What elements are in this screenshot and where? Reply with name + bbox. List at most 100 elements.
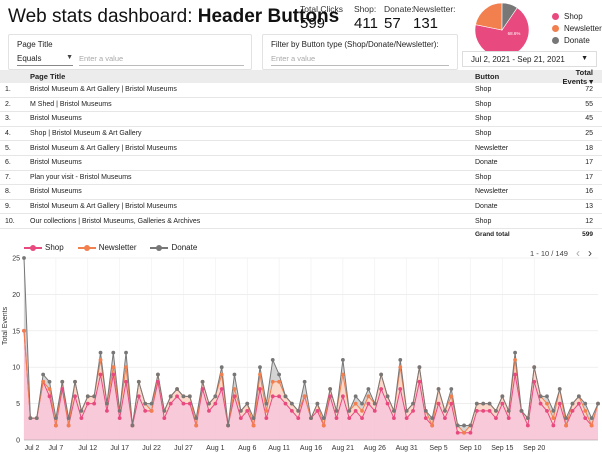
data-point-donate[interactable] bbox=[379, 372, 384, 377]
data-point-shop[interactable] bbox=[372, 408, 377, 413]
data-point-shop[interactable] bbox=[353, 408, 358, 413]
data-point-donate[interactable] bbox=[245, 401, 250, 406]
data-point-shop[interactable] bbox=[245, 408, 250, 413]
data-point-shop[interactable] bbox=[156, 379, 160, 384]
data-point-donate[interactable] bbox=[576, 394, 581, 399]
data-point-donate[interactable] bbox=[570, 401, 575, 406]
data-point-shop[interactable] bbox=[73, 394, 77, 399]
data-point-donate[interactable] bbox=[404, 408, 409, 413]
data-point-newsletter[interactable] bbox=[551, 416, 556, 421]
data-point-donate[interactable] bbox=[583, 401, 588, 406]
data-point-donate[interactable] bbox=[532, 365, 537, 370]
data-point-donate[interactable] bbox=[481, 401, 486, 406]
data-point-shop[interactable] bbox=[79, 416, 84, 421]
data-point-donate[interactable] bbox=[264, 401, 269, 406]
data-point-donate[interactable] bbox=[340, 358, 345, 362]
data-point-donate[interactable] bbox=[564, 416, 569, 421]
data-point-donate[interactable] bbox=[238, 408, 243, 413]
data-point-newsletter[interactable] bbox=[430, 423, 435, 428]
data-point-newsletter[interactable] bbox=[321, 423, 326, 428]
data-point-newsletter[interactable] bbox=[22, 328, 26, 333]
header-button[interactable]: Button bbox=[475, 72, 500, 81]
data-point-shop[interactable] bbox=[449, 401, 454, 406]
data-point-shop[interactable] bbox=[417, 379, 422, 384]
data-point-shop[interactable] bbox=[136, 394, 141, 399]
data-point-donate[interactable] bbox=[443, 408, 447, 413]
data-point-donate[interactable] bbox=[315, 401, 320, 406]
data-point-donate[interactable] bbox=[462, 423, 466, 428]
data-point-donate[interactable] bbox=[392, 408, 396, 413]
data-point-shop[interactable] bbox=[570, 408, 575, 413]
data-point-newsletter[interactable] bbox=[41, 379, 46, 384]
data-point-donate[interactable] bbox=[589, 416, 594, 421]
data-point-donate[interactable] bbox=[487, 401, 492, 406]
data-point-newsletter[interactable] bbox=[589, 423, 594, 428]
data-point-donate[interactable] bbox=[105, 401, 109, 406]
table-row[interactable]: 8. Bristol Museums Newsletter 16 bbox=[0, 185, 602, 200]
data-point-shop[interactable] bbox=[258, 387, 262, 391]
data-point-donate[interactable] bbox=[302, 379, 307, 384]
data-point-shop[interactable] bbox=[366, 401, 371, 406]
data-point-donate[interactable] bbox=[513, 350, 517, 355]
data-point-shop[interactable] bbox=[200, 387, 205, 391]
data-point-shop[interactable] bbox=[379, 387, 384, 391]
data-point-newsletter[interactable] bbox=[270, 379, 275, 384]
data-point-newsletter[interactable] bbox=[513, 358, 517, 362]
data-point-donate[interactable] bbox=[200, 379, 205, 384]
data-point-donate[interactable] bbox=[596, 401, 600, 406]
data-point-newsletter[interactable] bbox=[53, 423, 58, 428]
data-point-donate[interactable] bbox=[296, 408, 301, 413]
data-point-shop[interactable] bbox=[583, 416, 588, 421]
data-point-newsletter[interactable] bbox=[149, 408, 154, 413]
table-row[interactable]: 9. Bristol Museum & Art Gallery | Bristol… bbox=[0, 200, 602, 215]
header-total-events[interactable]: Total Events ▾ bbox=[555, 68, 597, 86]
operator-select[interactable]: Equals ▼ bbox=[17, 54, 73, 66]
data-point-shop[interactable] bbox=[385, 401, 390, 406]
data-point-newsletter[interactable] bbox=[258, 372, 262, 377]
data-point-shop[interactable] bbox=[340, 394, 345, 399]
data-point-shop[interactable] bbox=[398, 387, 403, 391]
data-point-donate[interactable] bbox=[500, 394, 505, 399]
data-point-donate[interactable] bbox=[385, 394, 390, 399]
data-point-donate[interactable] bbox=[417, 365, 422, 370]
data-point-newsletter[interactable] bbox=[124, 365, 128, 370]
data-point-shop[interactable] bbox=[474, 408, 479, 413]
data-point-donate[interactable] bbox=[455, 423, 460, 428]
data-point-shop[interactable] bbox=[487, 408, 492, 413]
data-point-shop[interactable] bbox=[423, 416, 428, 421]
data-point-donate[interactable] bbox=[436, 387, 441, 391]
data-point-shop[interactable] bbox=[506, 416, 511, 421]
data-point-shop[interactable] bbox=[92, 401, 97, 406]
data-point-newsletter[interactable] bbox=[366, 394, 371, 399]
data-point-newsletter[interactable] bbox=[449, 394, 454, 399]
data-point-donate[interactable] bbox=[136, 379, 141, 384]
data-point-donate[interactable] bbox=[53, 416, 58, 421]
data-point-shop[interactable] bbox=[238, 416, 243, 421]
data-point-newsletter[interactable] bbox=[583, 408, 588, 413]
data-point-shop[interactable] bbox=[328, 394, 333, 399]
data-point-shop[interactable] bbox=[296, 416, 301, 421]
data-point-donate[interactable] bbox=[168, 394, 173, 399]
data-point-donate[interactable] bbox=[28, 416, 33, 421]
data-point-donate[interactable] bbox=[366, 387, 371, 391]
data-point-newsletter[interactable] bbox=[264, 408, 269, 413]
data-point-donate[interactable] bbox=[430, 416, 435, 421]
data-point-donate[interactable] bbox=[73, 379, 77, 384]
data-point-newsletter[interactable] bbox=[194, 423, 199, 428]
data-point-shop[interactable] bbox=[143, 408, 148, 413]
data-point-donate[interactable] bbox=[360, 401, 364, 406]
data-point-shop[interactable] bbox=[468, 430, 473, 435]
data-point-donate[interactable] bbox=[321, 416, 326, 421]
data-point-donate[interactable] bbox=[226, 423, 230, 428]
data-point-shop[interactable] bbox=[47, 394, 52, 399]
data-point-newsletter[interactable] bbox=[564, 423, 569, 428]
data-point-donate[interactable] bbox=[207, 401, 211, 406]
data-point-shop[interactable] bbox=[411, 408, 415, 413]
table-row[interactable]: 3. Bristol Museums Shop 45 bbox=[0, 112, 602, 127]
chevron-right-icon[interactable]: › bbox=[587, 246, 592, 260]
data-point-newsletter[interactable] bbox=[47, 387, 52, 391]
data-point-donate[interactable] bbox=[213, 394, 218, 399]
data-point-shop[interactable] bbox=[443, 416, 447, 421]
data-point-donate[interactable] bbox=[175, 387, 179, 391]
table-row[interactable]: 7. Plan your visit - Bristol Museums Shop 1… bbox=[0, 171, 602, 186]
